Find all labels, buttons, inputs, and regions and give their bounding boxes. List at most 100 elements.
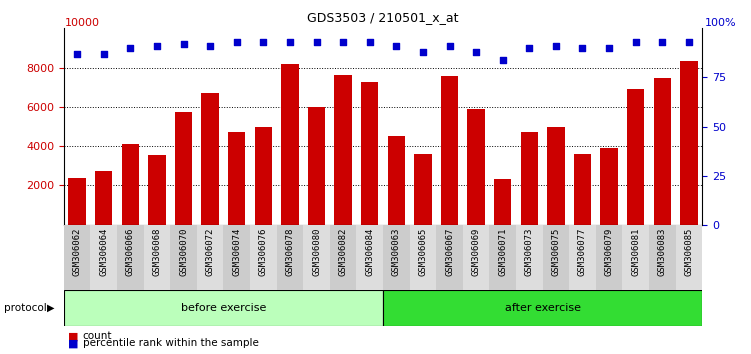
Text: GSM306074: GSM306074 [232, 228, 241, 276]
Bar [303, 225, 330, 290]
Point [656, 39, 668, 45]
Bar [601, 148, 618, 225]
Point [603, 45, 615, 51]
Bar [649, 225, 676, 290]
Text: GSM306064: GSM306064 [99, 228, 108, 276]
Text: GSM306082: GSM306082 [339, 228, 348, 276]
Bar [676, 225, 702, 290]
Bar [308, 107, 325, 225]
Point [310, 39, 322, 45]
Point [125, 45, 137, 51]
Bar [409, 225, 436, 290]
Text: GSM306069: GSM306069 [472, 228, 481, 276]
Text: GDS3503 / 210501_x_at: GDS3503 / 210501_x_at [307, 11, 459, 24]
Bar [201, 93, 219, 225]
Text: GSM306077: GSM306077 [578, 228, 587, 276]
Text: 10000: 10000 [65, 18, 100, 28]
Bar [361, 82, 379, 225]
Text: GSM306066: GSM306066 [126, 228, 135, 276]
Bar [653, 79, 671, 225]
Bar [334, 75, 351, 225]
Bar [467, 109, 484, 225]
Text: GSM306067: GSM306067 [445, 228, 454, 276]
Text: GSM306073: GSM306073 [525, 228, 534, 276]
Point [496, 57, 508, 63]
Text: GSM306070: GSM306070 [179, 228, 188, 276]
Point [391, 43, 403, 49]
Text: 100%: 100% [705, 18, 737, 28]
Point [71, 51, 83, 57]
Text: GSM306084: GSM306084 [365, 228, 374, 276]
Bar [90, 225, 117, 290]
Point [417, 49, 429, 55]
Bar [250, 225, 276, 290]
Point [284, 39, 296, 45]
Point [577, 45, 589, 51]
Bar [64, 290, 383, 326]
Bar [574, 154, 591, 225]
Text: after exercise: after exercise [505, 303, 581, 313]
Point [258, 39, 270, 45]
Text: GSM306072: GSM306072 [206, 228, 215, 276]
Point [444, 43, 456, 49]
Point [629, 39, 641, 45]
Bar [170, 225, 197, 290]
Text: ▶: ▶ [47, 303, 54, 313]
Bar [516, 225, 543, 290]
Point [337, 39, 349, 45]
Bar [436, 225, 463, 290]
Text: GSM306083: GSM306083 [658, 228, 667, 276]
Bar [197, 225, 224, 290]
Bar [282, 64, 299, 225]
Text: GSM306079: GSM306079 [605, 228, 614, 276]
Text: GSM306075: GSM306075 [551, 228, 560, 276]
Bar [520, 132, 538, 225]
Point [550, 43, 562, 49]
Text: percentile rank within the sample: percentile rank within the sample [83, 338, 258, 348]
Bar [122, 144, 139, 225]
Bar [68, 178, 86, 225]
Point [523, 45, 535, 51]
Bar [143, 225, 170, 290]
Bar [175, 112, 192, 225]
Bar [64, 225, 90, 290]
Bar [415, 154, 432, 225]
Bar [228, 132, 246, 225]
Bar [441, 76, 458, 225]
Bar [463, 225, 490, 290]
Bar [357, 225, 383, 290]
Bar [383, 225, 409, 290]
Bar [276, 225, 303, 290]
Text: GSM306062: GSM306062 [73, 228, 82, 276]
Point [683, 39, 695, 45]
Bar [224, 225, 250, 290]
Point [204, 43, 216, 49]
Text: GSM306081: GSM306081 [631, 228, 640, 276]
Text: GSM306080: GSM306080 [312, 228, 321, 276]
Bar [543, 225, 569, 290]
Text: GSM306085: GSM306085 [684, 228, 693, 276]
Bar [547, 126, 565, 225]
Bar [117, 225, 143, 290]
Point [98, 51, 110, 57]
Text: GSM306063: GSM306063 [392, 228, 401, 276]
Text: GSM306078: GSM306078 [285, 228, 294, 276]
Bar [255, 126, 272, 225]
Text: GSM306076: GSM306076 [259, 228, 268, 276]
Bar [330, 225, 357, 290]
Point [151, 43, 163, 49]
Text: ■: ■ [68, 331, 78, 341]
Bar [95, 171, 113, 225]
Text: protocol: protocol [4, 303, 47, 313]
Point [470, 49, 482, 55]
Text: count: count [83, 331, 112, 341]
Bar [388, 136, 405, 225]
Bar [490, 225, 516, 290]
Bar [623, 225, 649, 290]
Point [177, 41, 189, 47]
Text: ■: ■ [68, 338, 78, 348]
Bar [596, 225, 623, 290]
Bar [148, 155, 165, 225]
Point [231, 39, 243, 45]
Bar [680, 61, 698, 225]
